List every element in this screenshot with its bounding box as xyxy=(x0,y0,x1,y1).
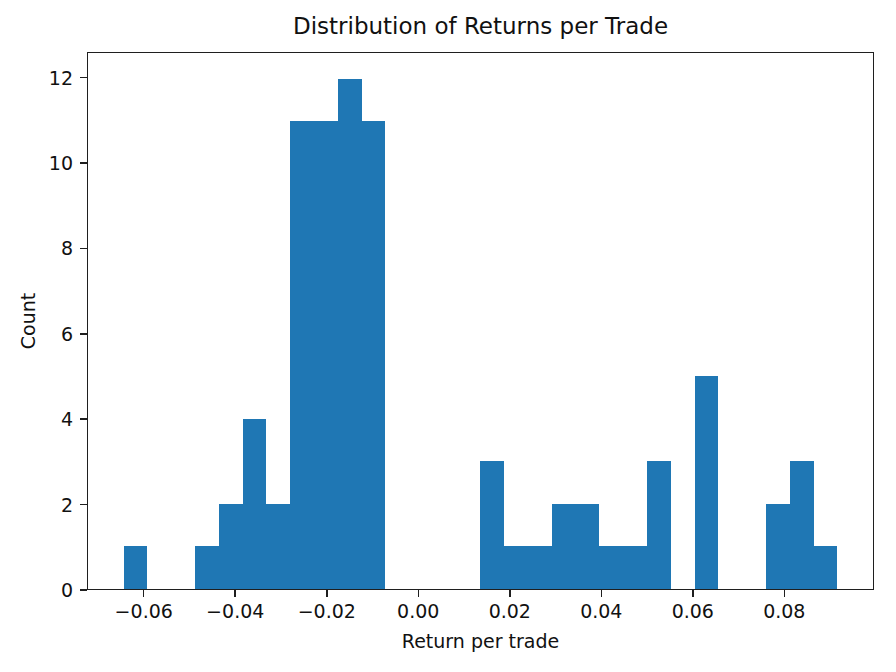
y-tick-mark xyxy=(80,504,87,506)
y-tick-label: 2 xyxy=(23,493,73,516)
y-tick-label: 6 xyxy=(23,322,73,345)
histogram-bar xyxy=(552,504,576,589)
y-tick-mark xyxy=(80,333,87,335)
x-tick-mark xyxy=(784,590,786,597)
histogram-bar xyxy=(576,504,600,589)
x-tick-label: −0.02 xyxy=(298,600,356,623)
histogram-bar xyxy=(528,546,552,589)
chart-title: Distribution of Returns per Trade xyxy=(87,14,874,39)
histogram-bar xyxy=(290,121,314,589)
y-tick-mark xyxy=(80,418,87,420)
histogram-bar xyxy=(814,546,838,589)
x-tick-mark xyxy=(234,590,236,597)
histogram-bar xyxy=(647,461,671,589)
y-tick-label: 4 xyxy=(23,408,73,431)
histogram-bar xyxy=(314,121,338,589)
y-tick-mark xyxy=(80,248,87,250)
x-tick-mark xyxy=(509,590,511,597)
y-tick-label: 10 xyxy=(23,152,73,175)
histogram-bar xyxy=(695,376,719,589)
x-tick-label: 0.04 xyxy=(580,600,622,623)
x-tick-mark xyxy=(418,590,420,597)
x-tick-mark xyxy=(601,590,603,597)
histogram-bar xyxy=(124,546,148,589)
x-tick-mark xyxy=(326,590,328,597)
x-tick-label: −0.06 xyxy=(115,600,173,623)
x-axis-label: Return per trade xyxy=(87,631,874,652)
y-tick-mark xyxy=(80,77,87,79)
x-tick-label: 0.02 xyxy=(489,600,531,623)
y-tick-label: 12 xyxy=(23,66,73,89)
x-tick-mark xyxy=(143,590,145,597)
histogram-bar xyxy=(599,546,623,589)
histogram-bar xyxy=(362,121,386,589)
y-tick-label: 0 xyxy=(23,579,73,602)
x-tick-mark xyxy=(692,590,694,597)
x-tick-label: 0.06 xyxy=(672,600,714,623)
bars-layer xyxy=(88,53,873,589)
x-tick-label: 0.00 xyxy=(397,600,439,623)
plot-area xyxy=(87,52,874,590)
x-tick-label: −0.04 xyxy=(206,600,264,623)
histogram-bar xyxy=(195,546,219,589)
y-tick-label: 8 xyxy=(23,237,73,260)
histogram-bar xyxy=(338,79,362,589)
histogram-bar xyxy=(766,504,790,589)
histogram-bar xyxy=(480,461,504,589)
x-tick-label: 0.08 xyxy=(763,600,805,623)
histogram-bar xyxy=(219,504,243,589)
histogram-bar xyxy=(504,546,528,589)
histogram-bar xyxy=(790,461,814,589)
y-tick-mark xyxy=(80,162,87,164)
histogram-bar xyxy=(243,419,267,589)
histogram-figure: Distribution of Returns per Trade Count … xyxy=(0,0,896,672)
histogram-bar xyxy=(266,504,290,589)
histogram-bar xyxy=(623,546,647,589)
y-tick-mark xyxy=(80,589,87,591)
